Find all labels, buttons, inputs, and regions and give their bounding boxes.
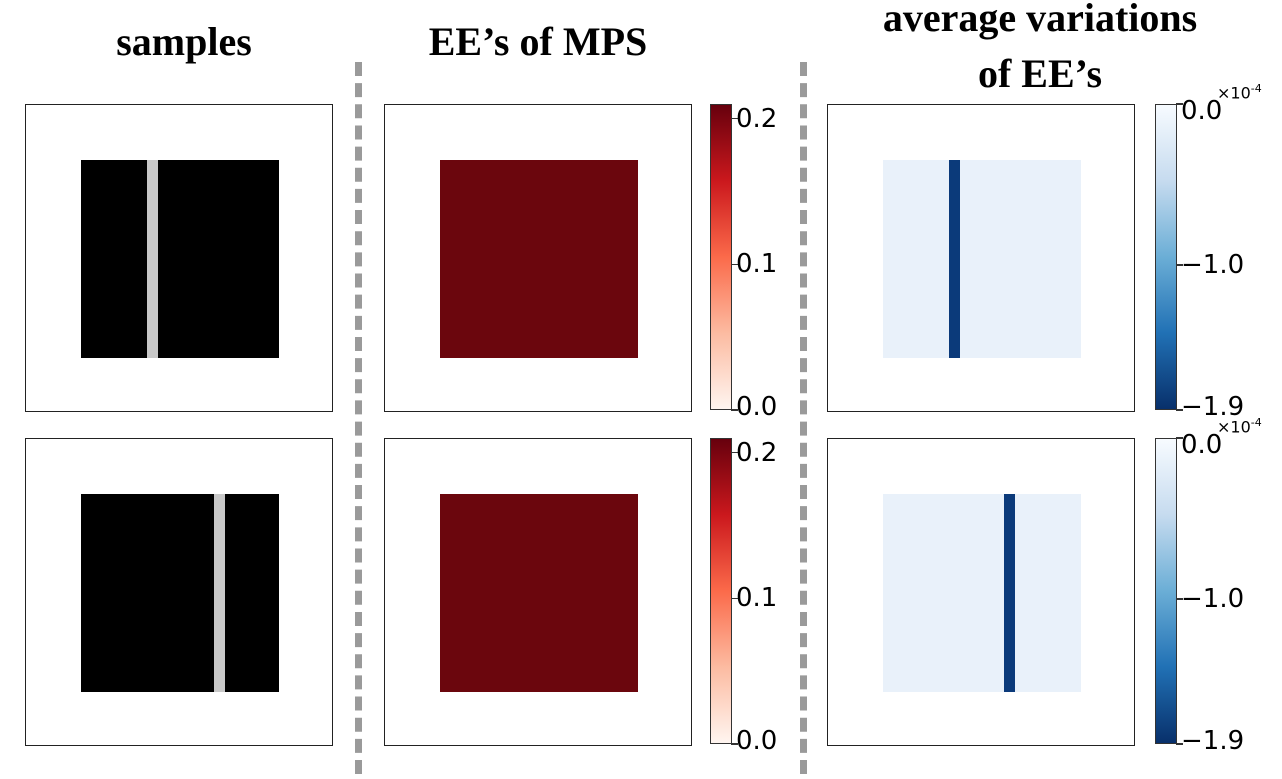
var-colorbar-row1-tick-label: −1.0 — [1181, 250, 1245, 281]
sample-stripe-row2 — [214, 494, 226, 692]
multiplier-exponent: -4 — [1250, 82, 1262, 95]
var-panel-row2 — [827, 438, 1135, 746]
var-colorbar-row2-tickmark — [1176, 743, 1183, 745]
var-colorbar-row2-tickmark — [1176, 598, 1183, 600]
header-ee-of-mps: EE’s of MPS — [428, 19, 648, 64]
ee-panel-row1 — [384, 104, 692, 412]
var-colorbar-row2-tick-label: −1.9 — [1181, 726, 1245, 756]
var-panel-row1-image — [883, 160, 1081, 358]
divider-left — [355, 62, 362, 774]
ee-colorbar-row2-tickmark — [731, 743, 738, 745]
ee-colorbar-row1 — [710, 104, 732, 410]
ee-colorbar-row1-tickmark — [731, 263, 738, 266]
multiplier-base: ×10 — [1217, 417, 1251, 437]
var-colorbar-row1-tick-label: 0.0 — [1181, 96, 1223, 126]
sample-panel-row2 — [25, 438, 333, 746]
var-colorbar-row1 — [1155, 104, 1177, 410]
multiplier-exponent: -4 — [1250, 416, 1262, 429]
ee-colorbar-row1-tick-label: 0.0 — [736, 392, 778, 422]
var-colorbar-row1-tickmark — [1176, 409, 1183, 411]
ee-colorbar-row1-tickmark — [731, 117, 738, 120]
ee-colorbar-row2-tick-label: 0.1 — [736, 583, 778, 614]
var-colorbar-row1-tickmark — [1176, 264, 1183, 266]
header-average-variations-line2: of EE’s — [977, 51, 1103, 96]
var-colorbar-row1-tick-label: −1.9 — [1181, 392, 1245, 422]
divider-right — [800, 62, 807, 774]
var-panel-row2-image — [883, 494, 1081, 692]
sample-panel-row1 — [25, 104, 333, 412]
ee-panel-row2-image — [440, 494, 638, 692]
ee-colorbar-row2-tick-label: 0.0 — [736, 726, 778, 756]
sample-panel-row1-image — [81, 160, 279, 358]
var-stripe-row1 — [948, 160, 960, 358]
ee-panel-row1-image — [440, 160, 638, 358]
ee-colorbar-row2 — [710, 438, 732, 744]
ee-colorbar-row1-tick-label: 0.2 — [736, 103, 778, 134]
var-colorbar-row2-tickmark — [1176, 437, 1183, 439]
header-average-variations-line1: average variations — [882, 0, 1198, 40]
ee-colorbar-row2-tickmark — [731, 597, 738, 600]
var-colorbar-row2 — [1155, 438, 1177, 744]
var-colorbar-row2-tick-label: 0.0 — [1181, 430, 1223, 460]
ee-colorbar-row2-tickmark — [731, 451, 738, 454]
ee-colorbar-row1-tick-label: 0.1 — [736, 249, 778, 280]
ee-colorbar-row2-tick-label: 0.2 — [736, 437, 778, 468]
header-samples: samples — [116, 19, 252, 64]
var-colorbar-row1-tickmark — [1176, 103, 1183, 105]
var-colorbar-row2-tick-label: −1.0 — [1181, 584, 1245, 615]
multiplier-base: ×10 — [1217, 83, 1251, 103]
sample-stripe-row1 — [146, 160, 158, 358]
var-panel-row1 — [827, 104, 1135, 412]
var-stripe-row2 — [1004, 494, 1016, 692]
var-colorbar-row1-multiplier: ×10-4 — [1217, 82, 1262, 102]
sample-panel-row2-image — [81, 494, 279, 692]
ee-panel-row2 — [384, 438, 692, 746]
ee-colorbar-row1-tickmark — [731, 409, 738, 411]
var-colorbar-row2-multiplier: ×10-4 — [1217, 416, 1262, 436]
